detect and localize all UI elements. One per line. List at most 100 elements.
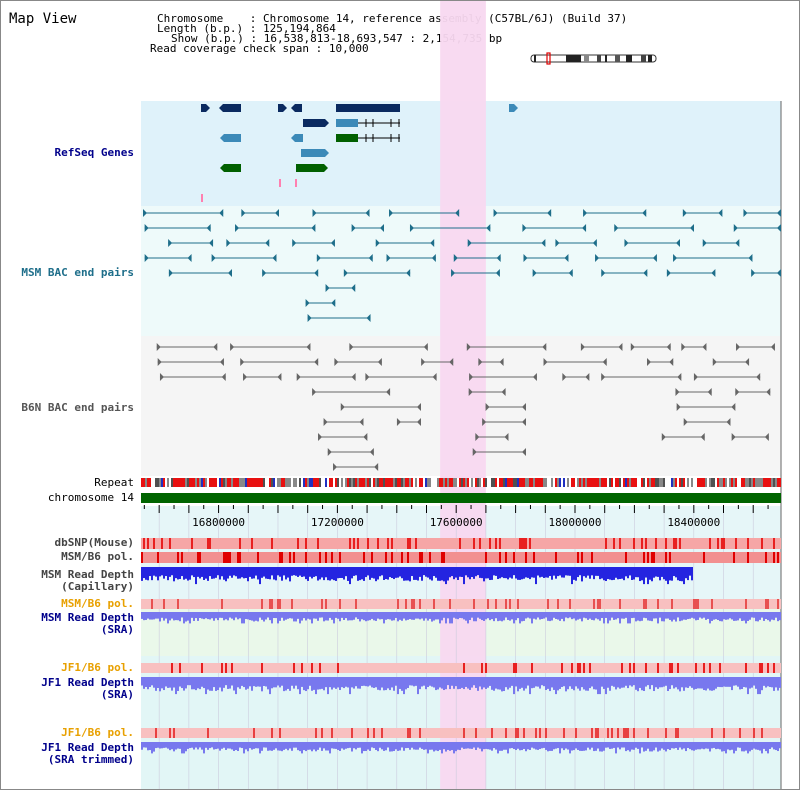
msm-pol-density-cell	[401, 552, 403, 563]
jf1-depth-sra-bar	[625, 677, 627, 686]
msm-depth-capillary-bar	[599, 567, 601, 580]
repeat-segment	[295, 478, 297, 487]
jf1-pol2-density-cell	[251, 728, 253, 738]
msm-pol-density-cell	[533, 552, 535, 563]
b6n-bac-pair-end	[469, 373, 474, 381]
msm-pol2-density-cell	[277, 599, 279, 609]
jf1-depth-trimmed-bar	[223, 742, 225, 748]
jf1-depth-trimmed-bar	[347, 742, 349, 749]
msm-pol-density-cell	[293, 552, 295, 563]
jf1-pol-density-cell	[665, 663, 667, 673]
jf1-pol-density-cell	[295, 663, 297, 673]
jf1-depth-trimmed-bar	[749, 742, 751, 752]
msm-pol-density-cell	[557, 552, 559, 563]
jf1-pol2-density-cell	[305, 728, 307, 738]
msm-depth-sra-bar	[311, 612, 313, 624]
jf1-pol2-density-cell	[213, 728, 215, 738]
dbsnp-density-cell	[435, 538, 437, 549]
jf1-depth-trimmed-bar	[647, 742, 649, 749]
repeat-segment	[733, 478, 735, 487]
msm-pol-density-cell	[655, 552, 657, 563]
msm-pol2-density-cell	[513, 599, 515, 609]
msm-pol2-density-cell	[757, 599, 759, 609]
jf1-depth-trimmed-bar	[537, 742, 539, 750]
msm-pol-density-cell	[597, 552, 599, 563]
repeat-segment	[413, 478, 415, 487]
msm-depth-sra-bar	[281, 612, 283, 618]
jf1-pol2-density-cell	[681, 728, 683, 738]
jf1-depth-sra-bar	[779, 677, 781, 688]
jf1-pol2-density-cell	[653, 728, 655, 738]
jf1-depth-trimmed-bar	[369, 742, 371, 751]
msm-depth-capillary-bar	[361, 567, 363, 580]
repeat-segment	[757, 478, 759, 487]
jf1-pol-density-cell	[549, 663, 551, 673]
msm-pol-density-cell	[575, 552, 577, 563]
jf1-depth-trimmed-bar	[679, 742, 681, 748]
repeat-segment	[741, 478, 743, 487]
jf1-depth-sra-bar	[467, 677, 469, 689]
repeat-segment	[477, 478, 479, 487]
b6n-bac-pair-end	[312, 388, 317, 396]
repeat-segment	[297, 478, 299, 487]
jf1-pol-density-cell	[537, 663, 539, 673]
msm-depth-capillary-bar	[479, 567, 481, 578]
jf1-pol-density-cell	[649, 663, 651, 673]
jf1-depth-trimmed-bar	[391, 742, 393, 752]
msm-depth-sra-bar	[221, 612, 223, 618]
b6n-bac-pair-end	[532, 373, 537, 381]
repeat-segment	[249, 478, 251, 487]
msm-bac-pair-end	[330, 239, 335, 247]
msm-pol2-density-cell	[225, 599, 227, 609]
msm-bac-pair-end	[314, 269, 319, 277]
repeat-segment	[279, 478, 281, 487]
jf1-depth-sra-bar	[545, 677, 547, 690]
repeat-segment	[175, 478, 177, 487]
msm-pol-density-cell	[769, 552, 771, 563]
b6n-bac-pair-end	[377, 358, 382, 366]
jf1-pol2-density-cell	[341, 728, 343, 738]
msm-depth-capillary-bar	[265, 567, 267, 579]
msm-pol2-density-cell	[439, 599, 441, 609]
gene-strand-arrow	[291, 104, 295, 112]
msm-pol2-density-cell	[617, 599, 619, 609]
dbsnp-density-cell	[347, 538, 349, 549]
jf1-pol-density-cell	[529, 663, 531, 673]
dbsnp-density-cell	[455, 538, 457, 549]
dbsnp-density-cell	[695, 538, 697, 549]
msm-pol2-density-cell	[309, 599, 311, 609]
jf1-depth-trimmed-bar	[329, 742, 331, 754]
msm-pol-density-cell	[771, 552, 773, 563]
jf1-depth-sra-bar	[641, 677, 643, 691]
jf1-pol-density-cell	[675, 663, 677, 673]
dbsnp-density-cell	[629, 538, 631, 549]
repeat-segment	[345, 478, 347, 487]
jf1-depth-trimmed-bar	[241, 742, 243, 749]
msm-pol2-density-cell	[591, 599, 593, 609]
dbsnp-density-cell	[613, 538, 615, 549]
jf1-pol-density-cell	[413, 663, 415, 673]
jf1-pol-density-cell	[217, 663, 219, 673]
jf1-pol2-density-cell	[641, 728, 643, 738]
msm-pol-density-cell	[689, 552, 691, 563]
jf1-depth-trimmed-bar	[325, 742, 327, 751]
jf1-pol2-density-cell	[315, 728, 317, 738]
label-jf1-pol-2: JF1/B6 pol.	[61, 726, 134, 739]
jf1-depth-trimmed-bar	[623, 742, 625, 748]
msm-depth-capillary-bar	[427, 567, 429, 578]
msm-depth-sra-bar	[175, 612, 177, 621]
jf1-pol-density-cell	[467, 663, 469, 673]
header-coverage: Read coverage check span : 10,000	[150, 42, 369, 55]
jf1-depth-trimmed-bar	[293, 742, 295, 748]
jf1-depth-sra-bar	[603, 677, 605, 689]
jf1-depth-sra-bar	[191, 677, 193, 690]
jf1-pol-density-cell	[341, 663, 343, 673]
msm-pol2-density-cell	[715, 599, 717, 609]
repeat-segment	[385, 478, 387, 487]
repeat-segment	[755, 478, 757, 487]
repeat-segment	[633, 478, 635, 487]
jf1-depth-sra-bar	[327, 677, 329, 695]
jf1-pol2-density-cell	[545, 728, 547, 738]
jf1-depth-sra-bar	[443, 677, 445, 691]
